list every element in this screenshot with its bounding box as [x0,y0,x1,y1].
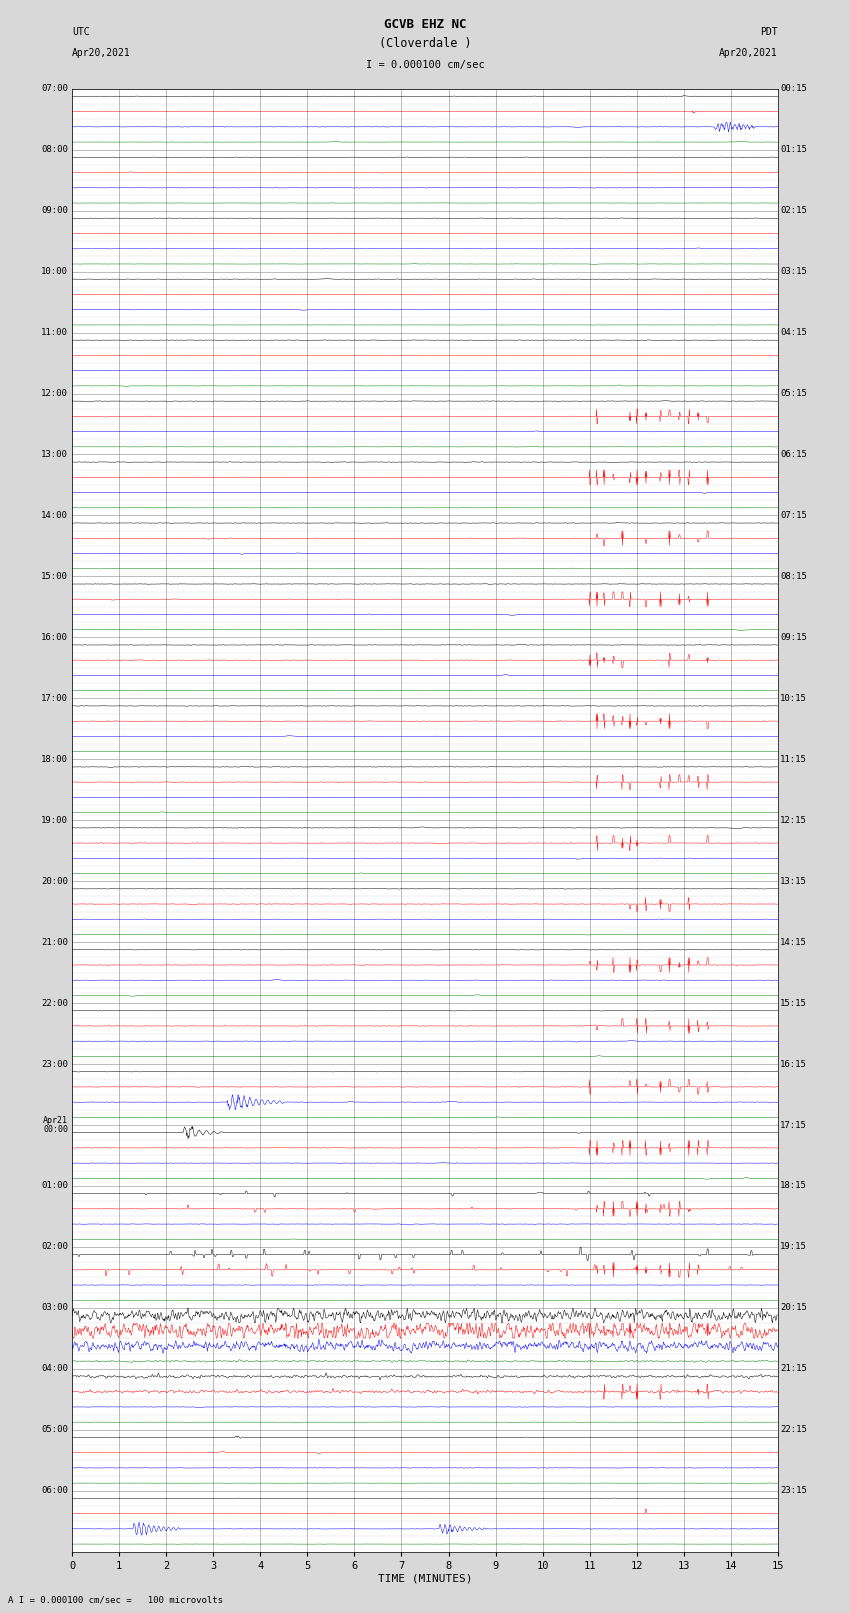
Text: 10:00: 10:00 [41,268,68,276]
Text: 20:15: 20:15 [780,1303,808,1313]
Text: 07:15: 07:15 [780,511,808,519]
Text: 04:00: 04:00 [41,1365,68,1373]
Text: I = 0.000100 cm/sec: I = 0.000100 cm/sec [366,60,484,69]
Text: 02:15: 02:15 [780,206,808,215]
Text: Apr20,2021: Apr20,2021 [719,48,778,58]
Text: UTC: UTC [72,27,90,37]
Text: GCVB EHZ NC: GCVB EHZ NC [383,18,467,31]
Text: 09:15: 09:15 [780,632,808,642]
Text: 22:15: 22:15 [780,1426,808,1434]
Text: 05:00: 05:00 [41,1426,68,1434]
Text: Apr21
00:00: Apr21 00:00 [43,1116,68,1134]
Text: 18:15: 18:15 [780,1181,808,1190]
Text: 01:15: 01:15 [780,145,808,155]
Text: 07:00: 07:00 [41,84,68,94]
Text: 03:15: 03:15 [780,268,808,276]
Text: A I = 0.000100 cm/sec =   100 microvolts: A I = 0.000100 cm/sec = 100 microvolts [8,1595,224,1605]
Text: 13:15: 13:15 [780,877,808,886]
Text: 19:00: 19:00 [41,816,68,824]
Text: (Cloverdale ): (Cloverdale ) [379,37,471,50]
Text: 06:15: 06:15 [780,450,808,460]
Text: 11:15: 11:15 [780,755,808,763]
Text: 01:00: 01:00 [41,1181,68,1190]
Text: 03:00: 03:00 [41,1303,68,1313]
Text: 22:00: 22:00 [41,998,68,1008]
Text: 19:15: 19:15 [780,1242,808,1252]
Text: 05:15: 05:15 [780,389,808,398]
Text: 12:00: 12:00 [41,389,68,398]
Text: 00:15: 00:15 [780,84,808,94]
Text: 21:15: 21:15 [780,1365,808,1373]
Text: 12:15: 12:15 [780,816,808,824]
Text: 04:15: 04:15 [780,327,808,337]
Text: Apr20,2021: Apr20,2021 [72,48,131,58]
Text: 18:00: 18:00 [41,755,68,763]
Text: 21:00: 21:00 [41,937,68,947]
Text: 17:00: 17:00 [41,694,68,703]
Text: 08:15: 08:15 [780,573,808,581]
X-axis label: TIME (MINUTES): TIME (MINUTES) [377,1574,473,1584]
Text: 14:15: 14:15 [780,937,808,947]
Text: 10:15: 10:15 [780,694,808,703]
Text: 13:00: 13:00 [41,450,68,460]
Text: 17:15: 17:15 [780,1121,808,1129]
Text: 20:00: 20:00 [41,877,68,886]
Text: 14:00: 14:00 [41,511,68,519]
Text: 15:15: 15:15 [780,998,808,1008]
Text: 23:15: 23:15 [780,1486,808,1495]
Text: 16:00: 16:00 [41,632,68,642]
Text: 16:15: 16:15 [780,1060,808,1068]
Text: 23:00: 23:00 [41,1060,68,1068]
Text: PDT: PDT [760,27,778,37]
Text: 11:00: 11:00 [41,327,68,337]
Text: 06:00: 06:00 [41,1486,68,1495]
Text: 09:00: 09:00 [41,206,68,215]
Text: 08:00: 08:00 [41,145,68,155]
Text: 15:00: 15:00 [41,573,68,581]
Text: 02:00: 02:00 [41,1242,68,1252]
